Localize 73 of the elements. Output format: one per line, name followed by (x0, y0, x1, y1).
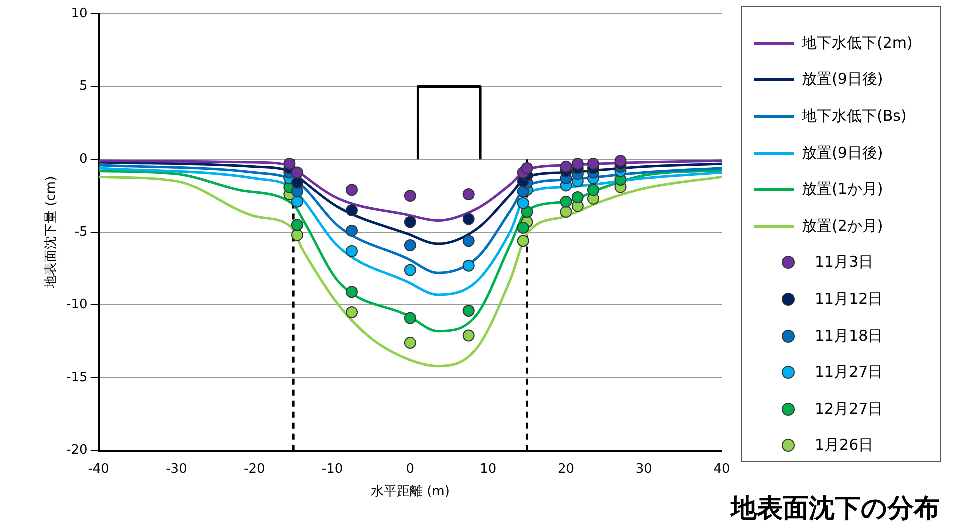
point (462, 235, 475, 248)
text: 地表面沈下の分布 (731, 493, 940, 526)
point (346, 245, 358, 258)
legend-label: 11月27日 (815, 363, 884, 382)
x-tick-label: 30 (636, 462, 652, 477)
y-tick-label: 0 (80, 152, 88, 167)
point (521, 206, 534, 218)
point (346, 204, 358, 217)
legend-label: 地下水低下(Bs) (802, 106, 907, 126)
y-tick-label: -10 (66, 298, 88, 313)
point (521, 162, 534, 174)
x-tick-label: -30 (166, 462, 188, 477)
line-series (98, 169, 722, 333)
point (346, 184, 358, 196)
point (517, 222, 530, 234)
point (404, 337, 416, 350)
x-tick-label: -20 (244, 462, 266, 477)
x-axis-title: 水平距離 (m) (370, 484, 450, 500)
point (404, 216, 416, 228)
point (560, 196, 572, 208)
legend-label: 11月12日 (815, 290, 884, 309)
point (346, 224, 358, 237)
y-tick-label: 5 (80, 79, 88, 94)
y-tick-label: -15 (66, 370, 88, 386)
y-tick-label: -5 (74, 224, 88, 240)
point (462, 213, 475, 226)
point (291, 176, 304, 189)
point (346, 286, 358, 298)
point (517, 197, 530, 210)
point (587, 184, 600, 196)
line-series (98, 164, 722, 274)
point (404, 190, 416, 202)
point (517, 235, 530, 248)
point (404, 264, 416, 276)
y-axis-title: 地表面沈下量 (cm) (44, 176, 60, 290)
point (291, 219, 304, 232)
point (560, 206, 572, 218)
point (587, 158, 600, 170)
line-series (98, 161, 722, 246)
point (404, 240, 416, 252)
point (291, 229, 304, 242)
legend-label: 11月3日 (815, 253, 874, 272)
line-series (98, 176, 722, 368)
x-tick-label: 0 (406, 462, 415, 477)
point (291, 196, 304, 208)
legend-label: 放置(1か月) (802, 180, 884, 200)
point (572, 191, 584, 204)
y-tick-label: -20 (66, 443, 88, 458)
point (284, 158, 296, 170)
legend-label: 放置(2か月) (802, 216, 884, 236)
legend-label: 12月27日 (815, 400, 884, 419)
point (614, 155, 627, 168)
line-series (98, 167, 722, 296)
point (462, 188, 475, 201)
legend-label: 11月18日 (815, 326, 884, 346)
legend-label: 1月26日 (815, 436, 874, 456)
x-tick-label: 40 (714, 462, 730, 477)
point (291, 166, 304, 179)
point (462, 260, 475, 272)
point (462, 305, 475, 318)
point (462, 330, 475, 342)
legend-label: 放置(9日後) (802, 144, 884, 163)
x-tick-label: 10 (480, 462, 497, 477)
point (572, 158, 584, 170)
point (346, 306, 358, 318)
x-tick-label: -10 (322, 462, 344, 477)
point (404, 312, 416, 324)
x-tick-label: 20 (558, 462, 574, 477)
legend-label: 放置(9日後) (802, 70, 884, 90)
x-tick-label: -40 (88, 462, 110, 477)
y-tick-label: 10 (71, 6, 88, 22)
legend-label: 地下水低下(2m) (802, 34, 913, 53)
point (560, 160, 572, 173)
